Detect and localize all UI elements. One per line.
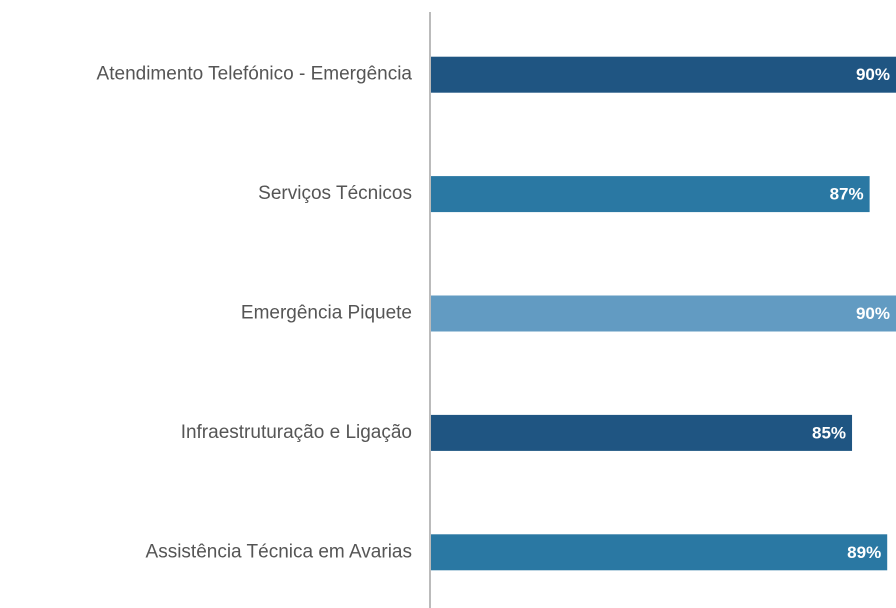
bar (431, 414, 853, 451)
category-label: Infraestruturação e Ligação (181, 422, 412, 443)
bar (431, 295, 896, 332)
value-label: 87% (830, 185, 864, 204)
value-label: 90% (856, 304, 890, 323)
value-label: 89% (847, 543, 881, 562)
value-label: 85% (812, 423, 846, 442)
value-label: 90% (856, 65, 890, 84)
category-label: Emergência Piquete (241, 303, 412, 324)
bar (431, 534, 888, 571)
bar (431, 176, 870, 213)
category-label: Atendimento Telefónico - Emergência (97, 64, 413, 85)
category-label: Assistência Técnica em Avarias (146, 541, 412, 562)
bar (431, 56, 896, 93)
category-label: Serviços Técnicos (258, 183, 412, 204)
